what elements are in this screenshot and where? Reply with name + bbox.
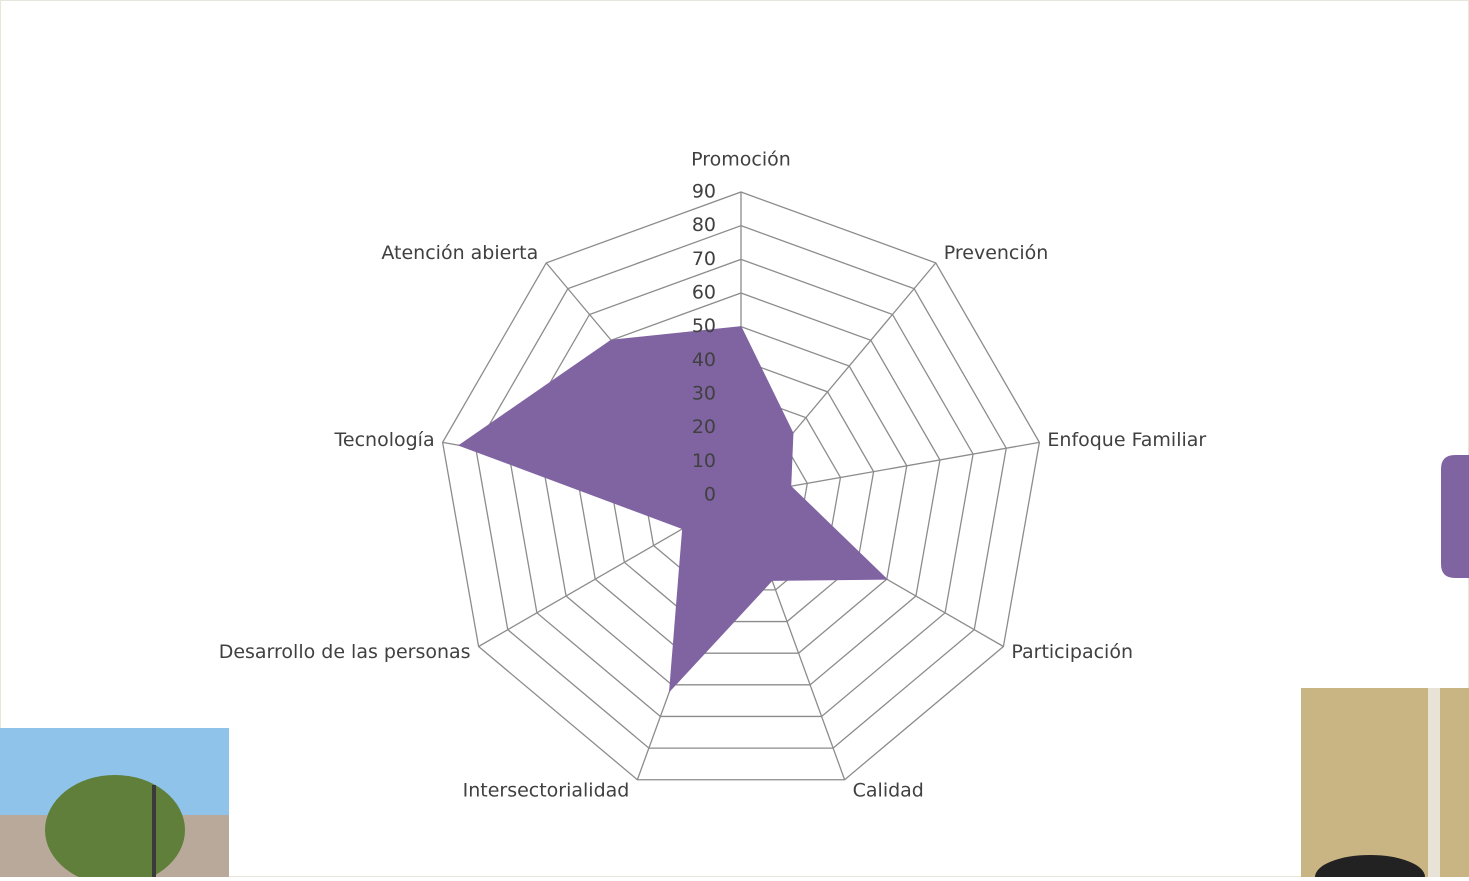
grid-ring (441, 191, 1041, 781)
category-label: Enfoque Familiar (1047, 429, 1206, 451)
category-label: Desarrollo de las personas (219, 641, 471, 663)
category-label: Intersectorialidad (463, 780, 630, 802)
grid-ring (475, 224, 1007, 749)
tick-label: 20 (692, 416, 716, 438)
tick-label: 90 (692, 181, 716, 203)
tick-label: 50 (692, 315, 716, 337)
category-label: Atención abierta (381, 242, 538, 264)
category-label: Tecnología (334, 429, 435, 451)
photo-right (1301, 688, 1469, 881)
tick-label: 30 (692, 383, 716, 405)
category-label: Calidad (853, 780, 924, 802)
tick-label: 0 (704, 484, 716, 506)
tick-label: 60 (692, 282, 716, 304)
tick-label: 80 (692, 214, 716, 236)
photo-left (0, 728, 229, 881)
category-label: Participación (1011, 641, 1133, 663)
category-label: Prevención (944, 242, 1049, 264)
tick-label: 10 (692, 450, 716, 472)
data-area (458, 326, 889, 693)
tick-label: 40 (692, 349, 716, 371)
side-tab[interactable] (1441, 455, 1469, 578)
category-label: Promoción (691, 149, 791, 171)
tick-label: 70 (692, 248, 716, 270)
